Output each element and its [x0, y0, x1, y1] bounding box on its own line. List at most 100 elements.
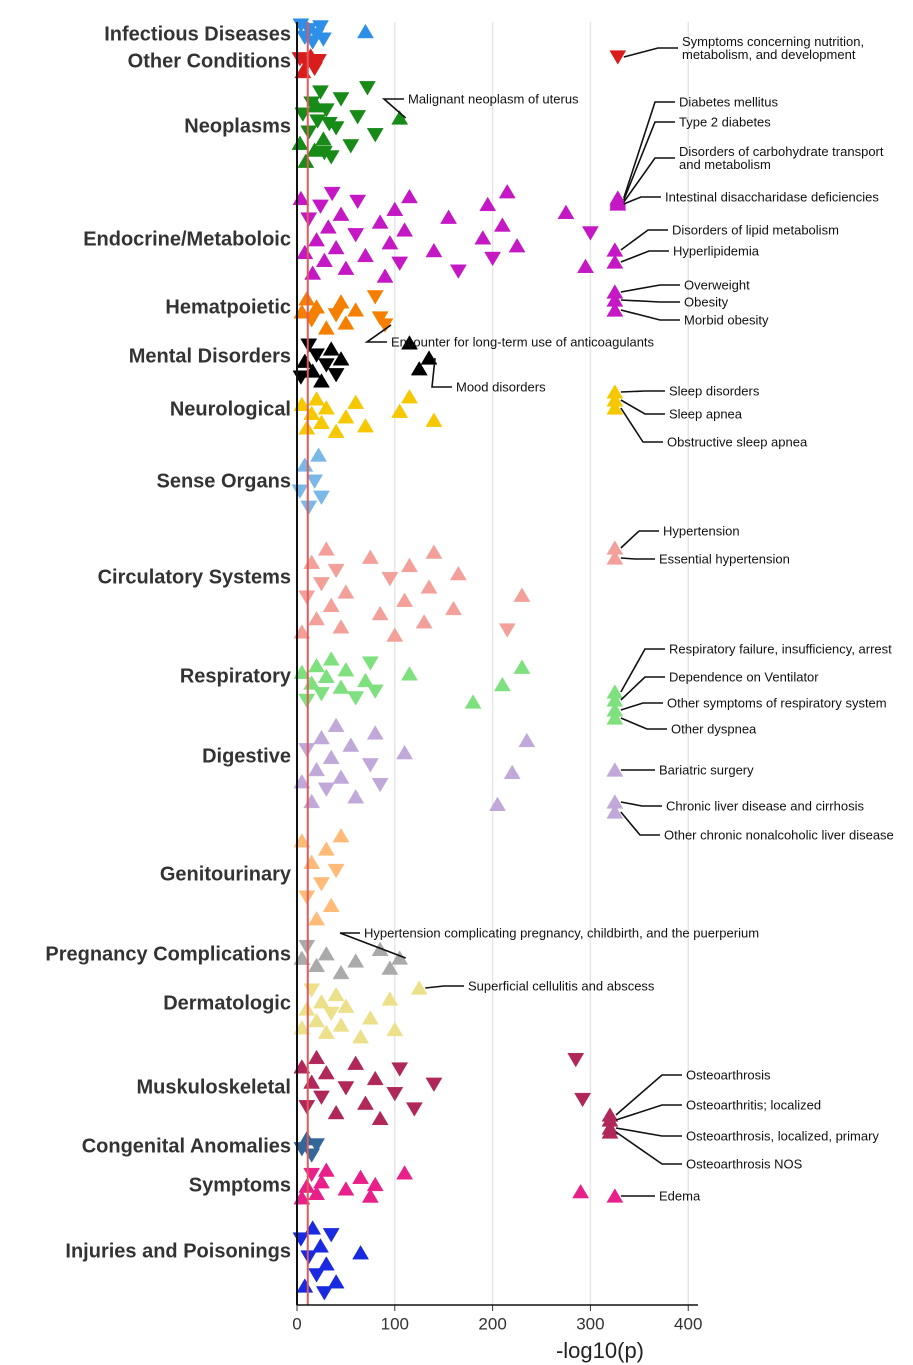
point	[401, 188, 418, 204]
leader-line	[620, 399, 665, 415]
point	[357, 23, 374, 39]
point	[396, 1165, 414, 1180]
leader-line	[620, 530, 659, 549]
point	[303, 793, 321, 809]
category-label: Muskuloskeletal	[136, 1076, 291, 1098]
point	[323, 186, 341, 202]
category-label: Neurological	[170, 398, 291, 420]
point	[322, 597, 340, 612]
point	[386, 1087, 404, 1102]
x-axis-label: -log10(p)	[556, 1338, 644, 1363]
point	[310, 54, 327, 69]
point	[357, 418, 374, 433]
annotation: Other chronic nonalcoholic liver disease	[664, 827, 894, 843]
category-label: Symptoms	[189, 1174, 291, 1196]
point	[577, 258, 594, 273]
point	[315, 252, 333, 267]
leaders	[339, 47, 682, 1197]
point	[313, 373, 330, 388]
labeled-point	[376, 318, 394, 333]
leader-line	[620, 309, 680, 321]
point	[332, 206, 350, 221]
point	[308, 910, 325, 926]
point	[440, 209, 458, 224]
point	[308, 1049, 325, 1065]
point	[508, 237, 526, 253]
labeled-point	[606, 302, 624, 317]
point	[474, 230, 492, 245]
point	[332, 964, 350, 980]
point	[327, 423, 345, 438]
leader-line	[623, 196, 661, 205]
point	[391, 256, 409, 272]
point	[314, 32, 332, 47]
point	[513, 587, 531, 602]
point	[425, 1077, 443, 1092]
point	[349, 194, 367, 210]
point	[449, 565, 467, 581]
annotation: Disorders of carbohydrate transport and …	[679, 144, 884, 172]
point	[381, 991, 399, 1006]
point	[327, 563, 345, 579]
labeled-point	[410, 980, 428, 995]
point	[347, 691, 365, 706]
point	[381, 960, 399, 975]
point	[386, 627, 404, 642]
point	[292, 1232, 310, 1247]
point	[312, 199, 329, 214]
point	[445, 600, 462, 616]
point	[347, 228, 365, 243]
category-label: Hematpoietic	[165, 296, 291, 318]
point	[313, 729, 330, 745]
point	[366, 1176, 384, 1192]
leader-line	[620, 557, 655, 560]
point	[361, 549, 379, 564]
annotation: Encounter for long-term use of anticoagu…	[391, 334, 655, 350]
point	[313, 577, 330, 592]
category-label: Genitourinary	[160, 863, 292, 885]
point	[322, 749, 340, 764]
point	[347, 789, 365, 804]
point	[493, 217, 511, 232]
point	[322, 341, 340, 356]
point	[376, 268, 394, 283]
point	[312, 85, 329, 100]
point	[310, 447, 327, 462]
category-label: Pregnancy Complications	[45, 943, 291, 965]
point	[327, 308, 345, 323]
point	[332, 294, 350, 309]
point	[572, 1183, 590, 1199]
annotation: Hypertension complicating pregnancy, chi…	[364, 925, 760, 941]
point	[317, 358, 335, 373]
point	[337, 315, 355, 330]
point	[518, 732, 536, 748]
point	[308, 299, 325, 314]
point	[366, 684, 384, 699]
points	[291, 18, 627, 1301]
point	[574, 1092, 592, 1108]
point	[493, 676, 511, 692]
annotation: Intestinal disaccharidase deficiencies	[665, 189, 879, 205]
labeled-point	[606, 550, 624, 565]
leader-line	[620, 284, 680, 293]
leader-line	[620, 676, 665, 701]
point	[415, 614, 433, 629]
point	[337, 998, 355, 1013]
point	[557, 204, 575, 219]
point	[308, 348, 325, 363]
annotation: Hypertension	[663, 523, 740, 539]
annotation: Type 2 diabetes	[679, 114, 771, 130]
point	[371, 777, 389, 793]
annotation: Malignant neoplasm of uterus	[408, 91, 579, 107]
point	[317, 400, 335, 415]
point	[381, 572, 399, 587]
leader-line	[615, 1131, 682, 1165]
point	[303, 983, 321, 998]
point	[327, 986, 345, 1002]
point	[498, 623, 516, 638]
point	[308, 957, 325, 973]
point	[313, 687, 330, 702]
point	[347, 953, 365, 968]
point	[296, 244, 314, 260]
